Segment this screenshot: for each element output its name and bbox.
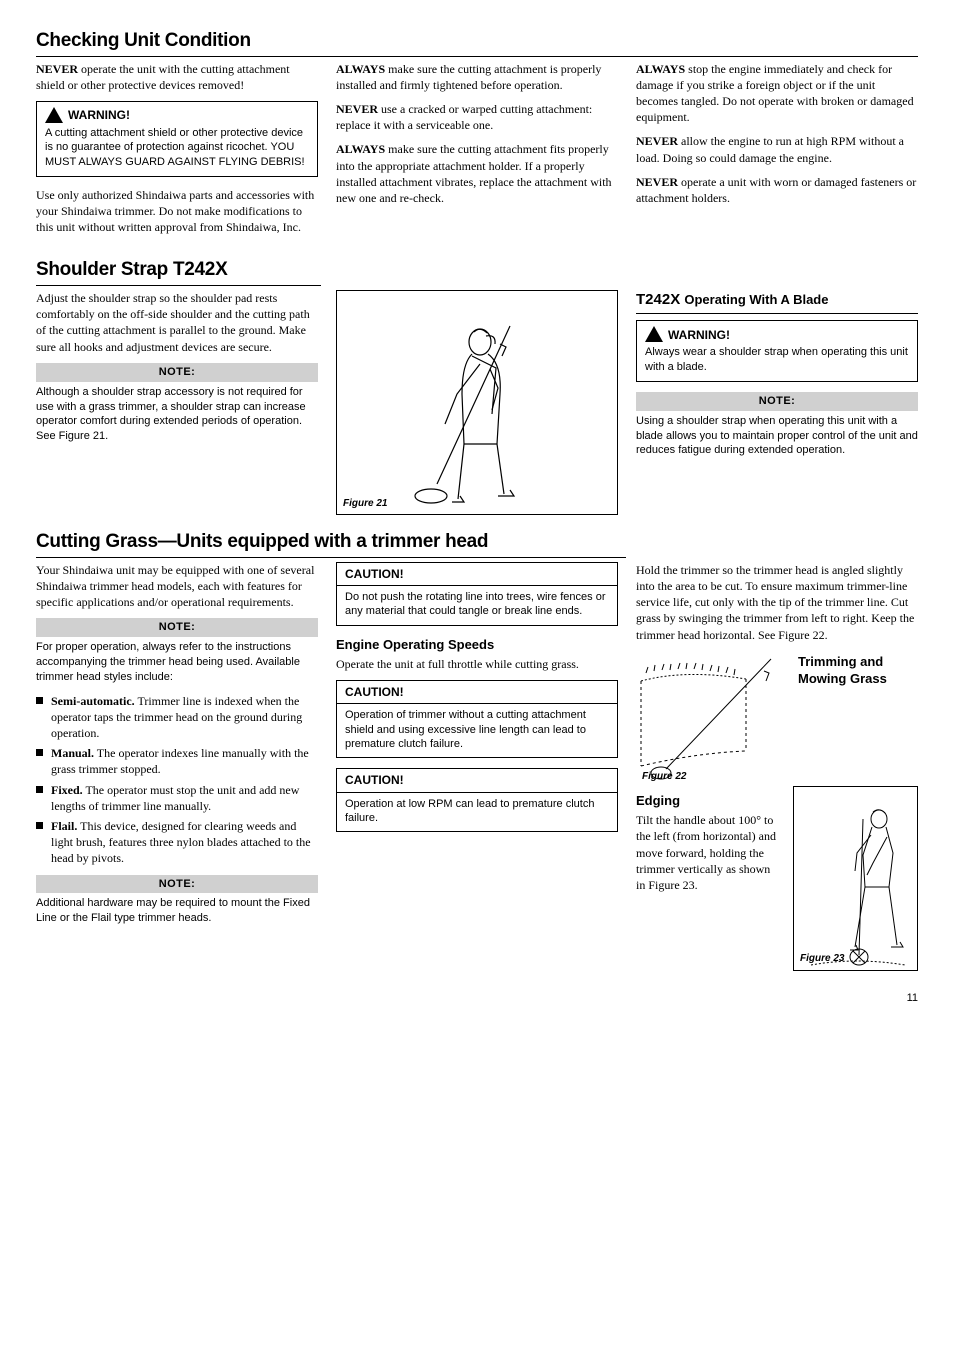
- note-header: NOTE:: [36, 618, 318, 637]
- txt: The operator must stop the unit and add …: [51, 783, 299, 813]
- figure-21: Figure 21: [336, 290, 618, 515]
- warning-hdr-text: WARNING!: [68, 108, 130, 124]
- cutting-col1: Your Shindaiwa unit may be equipped with…: [36, 562, 318, 971]
- strap-col3: T242X Operating With A Blade WARNING! Al…: [636, 290, 918, 515]
- cutting-note1: NOTE: For proper operation, always refer…: [36, 618, 318, 684]
- warning-header: WARNING!: [45, 108, 309, 124]
- list-item-semi-auto: Semi-automatic. Trimmer line is indexed …: [36, 693, 318, 742]
- caution-2: CAUTION! Operation of trimmer without a …: [336, 680, 618, 758]
- cutting-note2: NOTE: Additional hardware may be require…: [36, 875, 318, 927]
- trimmer-head-list: Semi-automatic. Trimmer line is indexed …: [36, 693, 318, 867]
- lead-never: NEVER: [636, 175, 678, 189]
- lead-always: ALWAYS: [336, 62, 385, 76]
- blade-warning: WARNING! Always wear a shoulder strap wh…: [636, 320, 918, 382]
- cutting-columns: Your Shindaiwa unit may be equipped with…: [36, 562, 918, 971]
- checking-col1-p1: NEVER operate the unit with the cutting …: [36, 61, 318, 93]
- note-body: Using a shoulder strap when operating th…: [636, 411, 918, 459]
- lead-always: ALWAYS: [636, 62, 685, 76]
- page-number: 11: [36, 991, 918, 1006]
- list-item-fixed: Fixed. The operator must stop the unit a…: [36, 782, 318, 814]
- note-body: Although a shoulder strap accessory is n…: [36, 382, 318, 444]
- b-lead: Semi-automatic.: [51, 694, 135, 708]
- blade-title-b: Operating With A Blade: [684, 292, 828, 307]
- note-header: NOTE:: [636, 392, 918, 411]
- checking-col2: ALWAYS make sure the cutting attachment …: [336, 61, 618, 244]
- caution-1: CAUTION! Do not push the rotating line i…: [336, 562, 618, 626]
- b-lead: Fixed.: [51, 783, 83, 797]
- strap-col1: Adjust the shoulder strap so the shoulde…: [36, 290, 318, 515]
- checking-col1-p2: Use only authorized Shindaiwa parts and …: [36, 187, 318, 236]
- warning-body: A cutting attachment shield or other pro…: [45, 126, 309, 169]
- speeds-p: Operate the unit at full throttle while …: [336, 656, 618, 672]
- figure-23-caption: Figure 23: [800, 952, 844, 966]
- cutting-col2: CAUTION! Do not push the rotating line i…: [336, 562, 618, 971]
- checking-col2-p2: NEVER use a cracked or warped cutting at…: [336, 101, 618, 133]
- edging-heading: Edging: [636, 792, 781, 810]
- caution-body: Operation at low RPM can lead to prematu…: [337, 793, 617, 832]
- speeds-heading: Engine Operating Speeds: [336, 636, 618, 654]
- warning-header: WARNING!: [645, 327, 909, 343]
- warning-hdr-text: WARNING!: [668, 328, 730, 344]
- lead-never: NEVER: [636, 134, 678, 148]
- strap-p1: Adjust the shoulder strap so the shoulde…: [36, 290, 318, 355]
- warning-callout: WARNING! A cutting attachment shield or …: [36, 101, 318, 177]
- checking-col2-p3: ALWAYS make sure the cutting attachment …: [336, 141, 618, 206]
- warning-icon: [645, 326, 663, 342]
- warning-icon: [45, 107, 63, 123]
- checking-col1: NEVER operate the unit with the cutting …: [36, 61, 318, 244]
- checking-col3-p3: NEVER operate a unit with worn or damage…: [636, 174, 918, 206]
- caution-header: CAUTION!: [337, 681, 617, 704]
- cutting-col3-p1: Hold the trimmer so the trimmer head is …: [636, 562, 918, 643]
- lead-never: NEVER: [36, 62, 78, 76]
- caution-header: CAUTION!: [337, 769, 617, 792]
- cutting-col3: Hold the trimmer so the trimmer head is …: [636, 562, 918, 971]
- note-header: NOTE:: [36, 363, 318, 382]
- note-body: Additional hardware may be required to m…: [36, 893, 318, 926]
- checking-col2-p1: ALWAYS make sure the cutting attachment …: [336, 61, 618, 93]
- figure-22: Figure 22: [636, 651, 786, 786]
- blade-title: T242X Operating With A Blade: [636, 290, 918, 314]
- lead-never: NEVER: [336, 102, 378, 116]
- txt: operate a unit with worn or damaged fast…: [636, 175, 916, 205]
- section-title-strap: Shoulder Strap T242X: [36, 257, 321, 286]
- edging-p: Tilt the handle about 100° to the left (…: [636, 812, 781, 893]
- list-item-manual: Manual. The operator indexes line manual…: [36, 745, 318, 777]
- strap-note: NOTE: Although a shoulder strap accessor…: [36, 363, 318, 444]
- figure-22-caption: Figure 22: [642, 770, 686, 784]
- caution-3: CAUTION! Operation at low RPM can lead t…: [336, 768, 618, 832]
- note-header: NOTE:: [36, 875, 318, 894]
- lead-always: ALWAYS: [336, 142, 385, 156]
- cutting-col1-p1: Your Shindaiwa unit may be equipped with…: [36, 562, 318, 611]
- strap-col2: Figure 21: [336, 290, 618, 515]
- note-body: For proper operation, always refer to th…: [36, 637, 318, 685]
- caution-body: Do not push the rotating line into trees…: [337, 586, 617, 625]
- list-item-flail: Flail. This device, designed for clearin…: [36, 818, 318, 867]
- blade-title-a: T242X: [636, 291, 684, 308]
- section-title-cutting: Cutting Grass—Units equipped with a trim…: [36, 529, 626, 558]
- strap-columns: Adjust the shoulder strap so the shoulde…: [36, 290, 918, 515]
- txt: This device, designed for clearing weeds…: [51, 819, 311, 865]
- figure-21-caption: Figure 21: [343, 497, 387, 511]
- b-lead: Flail.: [51, 819, 77, 833]
- checking-col3-p1: ALWAYS stop the engine immediately and c…: [636, 61, 918, 126]
- section-title-checking: Checking Unit Condition: [36, 28, 918, 57]
- b-lead: Manual.: [51, 746, 94, 760]
- warning-body: Always wear a shoulder strap when operat…: [645, 345, 909, 374]
- trimming-heading: Trimming and Mowing Grass: [798, 653, 918, 688]
- caution-header: CAUTION!: [337, 563, 617, 586]
- checking-col3-p2: NEVER allow the engine to run at high RP…: [636, 133, 918, 165]
- blade-note: NOTE: Using a shoulder strap when operat…: [636, 392, 918, 458]
- figure-23: Figure 23: [793, 786, 918, 971]
- checking-col3: ALWAYS stop the engine immediately and c…: [636, 61, 918, 244]
- caution-body: Operation of trimmer without a cutting a…: [337, 704, 617, 757]
- checking-columns: NEVER operate the unit with the cutting …: [36, 61, 918, 244]
